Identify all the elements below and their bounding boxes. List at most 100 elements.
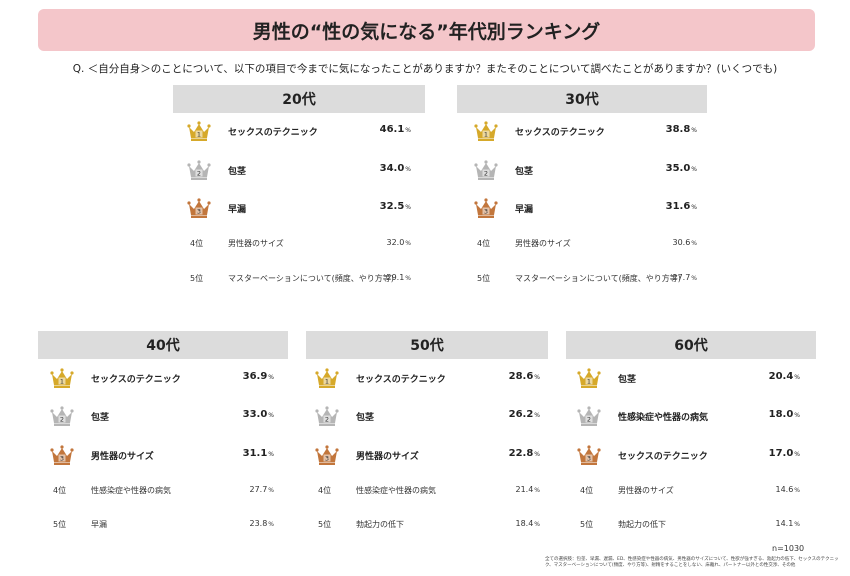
rank-crown-1: 1 (576, 367, 602, 389)
crown-number-plate (58, 377, 66, 384)
item-value: 18.0% (769, 409, 800, 420)
crown-number-plate (482, 130, 490, 137)
rank-crown-2: 2 (576, 405, 602, 427)
item-value-unit: % (691, 275, 697, 282)
item-value: 29.1% (386, 273, 411, 282)
crown-base (319, 462, 335, 465)
crown-number-plate (482, 207, 490, 214)
crown-icon: 1 (474, 120, 498, 141)
item-value-unit: % (268, 487, 274, 494)
crown-jewel (325, 405, 329, 410)
item-label: 早漏 (515, 205, 534, 215)
item-value: 32.5% (380, 201, 411, 212)
rank-crown-3: 3 (314, 444, 340, 466)
crown-base (191, 177, 207, 180)
panel-3: 50代 1 セックスのテクニック 28.6% 2 包茎 26.2% 3 男性器のサイズ 22.8%… (306, 331, 548, 529)
crown-jewel (325, 444, 329, 449)
item-label: 男性器のサイズ (356, 452, 419, 462)
item-value: 31.6% (666, 201, 697, 212)
item-value-unit: % (794, 487, 800, 494)
item-value: 36.9% (243, 371, 274, 382)
crown-icon: 1 (50, 367, 74, 388)
rank-crown-1: 1 (186, 120, 212, 142)
item-value-number: 29.1 (386, 273, 405, 282)
crown-rank-number: 3 (197, 207, 201, 215)
crown-rank-number: 2 (587, 415, 591, 423)
crown-base (191, 215, 207, 218)
crown-base (581, 462, 597, 465)
crown-base (319, 385, 335, 388)
crown-jewel (597, 370, 601, 375)
crown-rank-number: 1 (587, 377, 591, 385)
item-value: 17.0% (769, 448, 800, 459)
rank-crown-2: 2 (186, 159, 212, 181)
item-label: 早漏 (228, 205, 247, 215)
crown-jewel (315, 408, 319, 413)
crown-base (478, 138, 494, 141)
item-value: 31.1% (243, 448, 274, 459)
crown-rank-number: 2 (197, 169, 201, 177)
panel-4: 60代 1 包茎 20.4% 2 性感染症や性器の病気 18.0% 3 セックスのテクニック 17… (566, 331, 816, 529)
item-value-number: 36.9 (242, 371, 268, 382)
crown-number-plate (58, 415, 66, 422)
item-value-number: 26.2 (508, 409, 534, 420)
choices-footnote: 全ての選択肢：包茎、早漏、遅漏、ED、性感染症や性器の病気、男性器のサイズについ… (545, 557, 839, 568)
rank-crown-3: 3 (49, 444, 75, 466)
crown-icon: 3 (50, 444, 74, 465)
item-value-number: 34.0 (379, 163, 405, 174)
item-value-unit: % (268, 451, 274, 458)
crown-rank-number: 1 (197, 130, 201, 138)
crown-jewel (587, 367, 591, 372)
crown-jewel (577, 370, 581, 375)
item-value-number: 22.8 (508, 448, 534, 459)
panel-2: 40代 1 セックスのテクニック 36.9% 2 包茎 33.0% 3 男性器のサイズ 31.1%… (38, 331, 288, 529)
crown-jewel (494, 162, 498, 167)
crown-jewel (577, 447, 581, 452)
crown-jewel (70, 370, 74, 375)
rank-crown-2: 2 (473, 159, 499, 181)
crown-base (478, 177, 494, 180)
item-label: セックスのテクニック (515, 128, 605, 138)
item-value: 32.0% (386, 238, 411, 247)
crown-jewel (70, 408, 74, 413)
crown-jewel (335, 370, 339, 375)
crown-number-plate (195, 130, 203, 137)
crown-jewel (484, 120, 488, 125)
item-value-unit: % (405, 240, 411, 247)
title-banner: 男性の“性の気になる”年代別ランキング (38, 9, 815, 51)
crown-jewel (207, 162, 211, 167)
item-value-unit: % (691, 166, 697, 173)
crown-jewel (315, 447, 319, 452)
crown-rank-number: 2 (484, 169, 488, 177)
rank-crown-2: 2 (314, 405, 340, 427)
crown-icon: 2 (577, 405, 601, 426)
rank-number: 5位 (318, 520, 332, 529)
crown-jewel (597, 408, 601, 413)
rank-number: 4位 (580, 486, 594, 495)
crown-base (581, 423, 597, 426)
crown-jewel (60, 444, 64, 449)
crown-number-plate (323, 377, 331, 384)
crown-icon: 3 (315, 444, 339, 465)
item-value-number: 33.0 (242, 409, 268, 420)
rank-crown-3: 3 (186, 197, 212, 219)
crown-number-plate (323, 454, 331, 461)
page-title: 男性の“性の気になる”年代別ランキング (252, 20, 601, 43)
item-value-number: 14.6 (775, 485, 794, 494)
panel-header: 20代 (173, 85, 425, 113)
item-value-number: 46.1 (379, 124, 405, 135)
crown-jewel (50, 447, 54, 452)
item-value-unit: % (405, 275, 411, 282)
crown-jewel (70, 447, 74, 452)
crown-base (54, 423, 70, 426)
rank-number: 5位 (477, 274, 491, 283)
item-value-unit: % (794, 521, 800, 528)
item-label: 男性器のサイズ (91, 452, 154, 462)
item-label: 包茎 (515, 167, 534, 177)
item-value: 23.8% (249, 519, 274, 528)
crown-icon: 3 (577, 444, 601, 465)
crown-jewel (187, 162, 191, 167)
item-value-unit: % (405, 127, 411, 134)
item-value-number: 27.7 (249, 485, 268, 494)
item-value: 14.1% (775, 519, 800, 528)
